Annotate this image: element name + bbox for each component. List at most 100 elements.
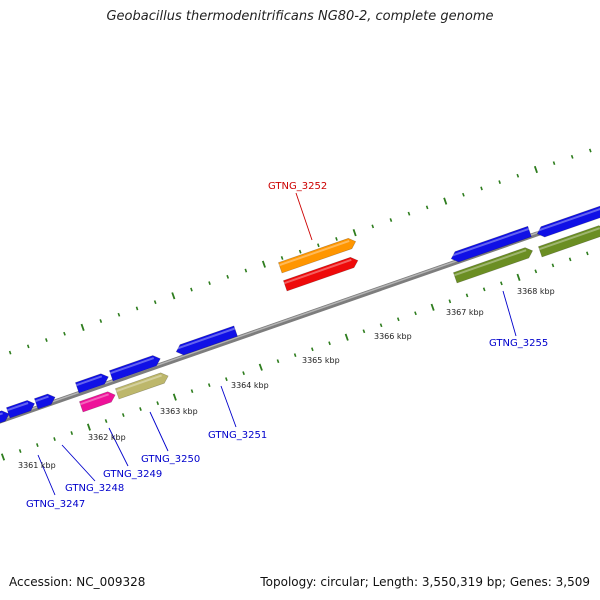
gene-label-group: GTNG_3247 GTNG_3248 GTNG_3249 GTNG_3250 …	[26, 181, 548, 510]
inner-tick-minor-19	[328, 341, 331, 346]
gene-features	[0, 205, 600, 424]
inner-tick-minor-21	[362, 329, 366, 334]
leader-gtng-3248	[61, 444, 96, 482]
outer-tick-minor-18	[317, 243, 320, 248]
gene-blue-gtng-3251	[175, 325, 238, 356]
outer-tick-minor-21	[371, 224, 375, 229]
gene-orange-gtng-3252-shine	[278, 239, 350, 267]
inner-tick-minor-14	[242, 371, 245, 376]
inner-tick-major-0	[0, 453, 6, 461]
inner-tick-major-20	[344, 333, 349, 341]
outer-tick-minor-3	[45, 338, 48, 342]
gene-label-gtng-3249[interactable]: GTNG_3249	[103, 469, 162, 480]
outer-tick-minor-4	[63, 331, 66, 336]
inner-tick-minor-32	[551, 263, 555, 268]
outer-tick-minor-27	[480, 186, 483, 191]
gene-blue-a-shine	[0, 412, 3, 416]
leader-gtng-3249	[108, 427, 129, 467]
leader-gtng-3250	[149, 411, 169, 452]
inner-tick-minor-27	[465, 293, 469, 298]
outer-tick-minor-24	[425, 205, 429, 210]
outer-tick-minor-26	[462, 192, 465, 197]
gene-blue-gtng-3248-shine	[75, 375, 103, 387]
outer-tick-minor-13	[226, 274, 230, 279]
gene-blue-gtng-3248	[75, 373, 109, 394]
inner-tick-minor-11	[190, 389, 194, 394]
inner-tick-minor-3	[53, 437, 56, 441]
gene-blue-gtng-3254-shine	[449, 227, 530, 258]
outer-tick-minor-1	[8, 350, 12, 355]
gene-khaki-gtng-3250	[115, 372, 169, 400]
leader-gtng-3247	[37, 454, 56, 496]
kbp-label-3366: 3366 kbp	[374, 332, 412, 341]
kbp-label-3367: 3367 kbp	[446, 308, 484, 317]
inner-tick-minor-18	[311, 347, 314, 352]
inner-tick-minor-34	[586, 251, 589, 256]
gene-label-gtng-3252[interactable]: GTNG_3252	[268, 181, 327, 192]
gene-label-gtng-3247[interactable]: GTNG_3247	[26, 499, 85, 510]
gene-label-gtng-3255[interactable]: GTNG_3255	[489, 338, 548, 349]
inner-tick-major-10	[172, 393, 177, 401]
outer-tick-minor-32	[570, 154, 574, 159]
inner-tick-minor-7	[121, 413, 125, 417]
kbp-label-3368: 3368 kbp	[517, 287, 555, 296]
outer-tick-minor-16	[280, 256, 284, 260]
outer-tick-major-30	[533, 165, 538, 174]
gene-label-gtng-3251[interactable]: GTNG_3251	[208, 430, 267, 441]
gene-orange-gtng-3252	[278, 237, 357, 274]
gene-khaki-gtng-3250-shine	[115, 374, 162, 393]
inner-tick-minor-1	[18, 449, 22, 453]
outer-tick-minor-29	[516, 173, 520, 178]
inner-tick-minor-16	[276, 359, 280, 364]
outer-tick-major-25	[443, 197, 448, 205]
gene-red-gtng-3252	[283, 256, 359, 292]
outer-tick-minor-9	[153, 300, 157, 305]
outer-tick-track	[8, 148, 592, 355]
gene-olive-gtng-3255-shine	[453, 249, 527, 277]
gene-blue-c	[34, 393, 56, 410]
outer-tick-minor-7	[117, 312, 121, 317]
inner-tick-minor-28	[482, 287, 486, 292]
inner-tick-minor-17	[293, 353, 297, 358]
genome-title: Geobacillus thermodenitrificans NG80-2, …	[106, 9, 494, 24]
gene-olive-gtng-3257	[538, 225, 600, 258]
outer-tick-minor-11	[190, 287, 193, 292]
gene-magenta-gtng-3249	[79, 391, 116, 413]
gene-label-gtng-3250[interactable]: GTNG_3250	[141, 454, 200, 465]
outer-tick-minor-31	[552, 161, 556, 166]
inner-tick-minor-2	[36, 443, 39, 447]
outer-tick-minor-12	[208, 281, 211, 286]
inner-tick-minor-4	[70, 431, 74, 435]
gene-blue-b	[6, 400, 36, 419]
inner-tick-minor-8	[139, 407, 142, 411]
kbp-label-3362: 3362 kbp	[88, 433, 126, 442]
outer-tick-major-15	[261, 260, 266, 268]
inner-tick-minor-33	[568, 257, 572, 262]
gene-blue-gtng-3254	[450, 225, 532, 263]
gene-blue-b-shine	[6, 402, 29, 412]
outer-tick-minor-19	[335, 237, 338, 241]
gene-blue-a	[0, 410, 10, 424]
outer-tick-minor-28	[498, 180, 501, 185]
outer-tick-minor-2	[26, 344, 30, 349]
inner-tick-major-15	[258, 363, 263, 371]
outer-tick-minor-33	[588, 148, 592, 153]
inner-tick-minor-24	[414, 311, 417, 316]
inner-tick-major-25	[430, 303, 435, 311]
inner-tick-minor-23	[396, 317, 400, 322]
gene-olive-gtng-3255	[453, 247, 534, 284]
gene-label-gtng-3248[interactable]: GTNG_3248	[65, 483, 124, 494]
kbp-label-3363: 3363 kbp	[160, 407, 198, 416]
inner-tick-minor-13	[225, 377, 228, 382]
gene-blue-gtng-3251-shine	[174, 327, 236, 351]
inner-tick-minor-29	[500, 281, 503, 286]
gene-red-gtng-3252-shine	[283, 258, 352, 285]
accession-text: Accession: NC_009328	[9, 575, 146, 589]
gene-magenta-gtng-3249-shine	[79, 393, 109, 406]
outer-tick-major-5	[80, 323, 85, 331]
kbp-label-3364: 3364 kbp	[231, 381, 269, 390]
inner-tick-minor-9	[156, 401, 160, 406]
outer-tick-major-20	[352, 229, 357, 237]
inner-tick-minor-12	[207, 383, 211, 388]
outer-tick-minor-23	[407, 211, 411, 216]
